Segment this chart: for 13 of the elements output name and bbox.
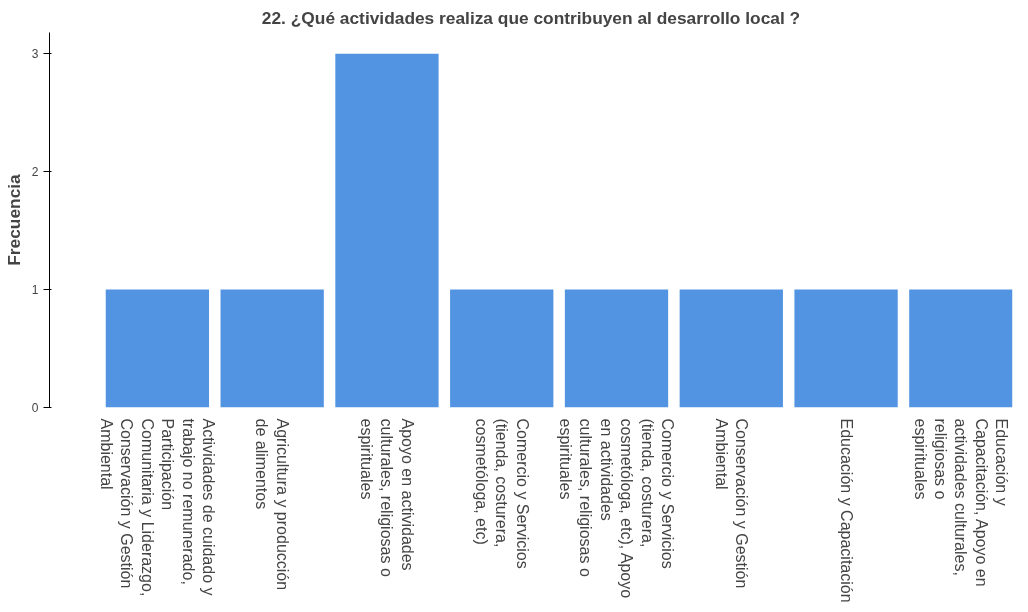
y-tick-label: 0 xyxy=(31,401,39,415)
y-axis-title: Frecuencia xyxy=(3,173,24,266)
x-tick-label: Apoyo en actividades culturales, religiosas o espirituales xyxy=(358,418,416,577)
x-tick-label: Educación y Capacitación xyxy=(837,418,855,603)
chart-title: 22. ¿Qué actividades realiza que contribuyen al desarrollo local ? xyxy=(261,7,801,28)
y-tick-label: 1 xyxy=(31,283,39,298)
x-tick-label: Comercio y Servicios (tienda, costurera, cosmetóloga, etc), Apoyo en actividades culturales, religiosas o espirituales xyxy=(557,418,677,599)
x-tick-label: Actividades de cuidado y trabajo no remunerado, Participación Comunitaria y Liderazgo, Conservación y Gestión Ambiental xyxy=(97,418,217,597)
x-tick-label: Comercio y Servicios (tienda, costurera, cosmetóloga, etc) xyxy=(472,418,531,569)
x-tick-label: Educación y Capacitación, Apoyo en actividades culturales, religiosas o espirituales xyxy=(911,418,1011,587)
y-tick-label: 3 xyxy=(31,47,39,62)
x-tick-label: Conservación y Gestión Ambiental xyxy=(712,418,750,589)
y-tick-label: 2 xyxy=(31,165,39,180)
